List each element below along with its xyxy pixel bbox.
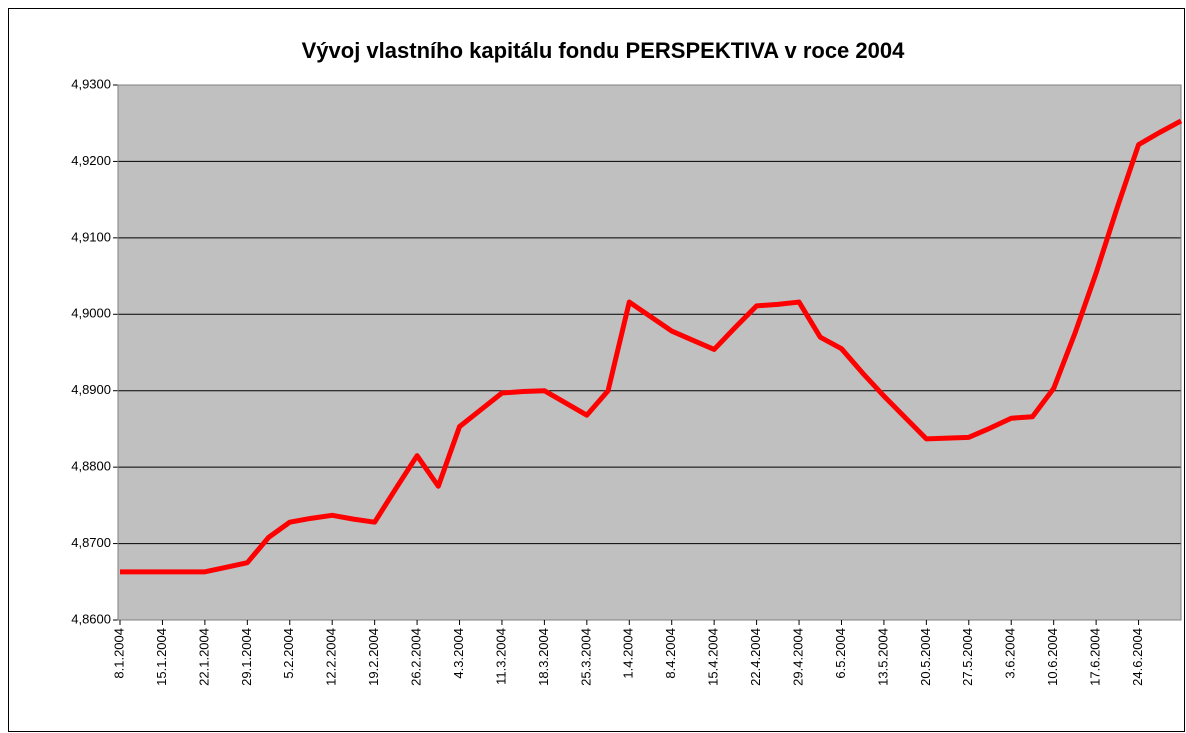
y-tick-label: 4,8600	[71, 611, 111, 626]
x-tick-label: 17.6.2004	[1088, 628, 1103, 686]
x-tick-label: 22.4.2004	[748, 628, 763, 686]
chart-title: Vývoj vlastního kapitálu fondu PERSPEKTI…	[302, 38, 905, 63]
x-tick-label: 25.3.2004	[578, 628, 593, 686]
y-tick-label: 4,8900	[71, 382, 111, 397]
x-tick-label: 5.2.2004	[281, 628, 296, 679]
x-tick-label: 11.3.2004	[493, 628, 508, 685]
x-tick-label: 27.5.2004	[960, 628, 975, 686]
y-tick-label: 4,8800	[71, 459, 111, 474]
x-tick-label: 24.6.2004	[1130, 628, 1145, 686]
y-tick-label: 4,9100	[71, 229, 111, 244]
x-tick-label: 4.3.2004	[451, 628, 466, 679]
x-tick-label: 15.1.2004	[154, 628, 169, 686]
x-tick-label: 19.2.2004	[366, 628, 381, 686]
x-tick-label: 29.4.2004	[790, 628, 805, 686]
x-tick-label: 26.2.2004	[409, 628, 424, 686]
x-tick-label: 12.2.2004	[324, 628, 339, 686]
line-series	[120, 118, 1183, 575]
y-tick-label: 4,9200	[71, 153, 111, 168]
x-tick-label: 10.6.2004	[1045, 628, 1060, 686]
x-tick-label: 8.4.2004	[663, 628, 678, 679]
plot-area	[118, 85, 1181, 620]
y-tick-label: 4,9000	[71, 306, 111, 321]
x-tick-label: 20.5.2004	[918, 628, 933, 686]
x-tick-label: 29.1.2004	[239, 628, 254, 686]
x-tick-label: 3.6.2004	[1003, 628, 1018, 679]
x-tick-label: 18.3.2004	[536, 628, 551, 686]
x-tick-label: 1.4.2004	[621, 628, 636, 679]
x-tick-label: 13.5.2004	[875, 628, 890, 686]
x-tick-label: 6.5.2004	[833, 628, 848, 679]
y-tick-label: 4,8700	[71, 535, 111, 550]
y-tick-label: 4,9300	[71, 76, 111, 91]
x-tick-label: 22.1.2004	[196, 628, 211, 686]
x-tick-label: 15.4.2004	[706, 628, 721, 686]
plot-border	[117, 84, 1182, 621]
x-tick-label: 8.1.2004	[111, 628, 126, 679]
